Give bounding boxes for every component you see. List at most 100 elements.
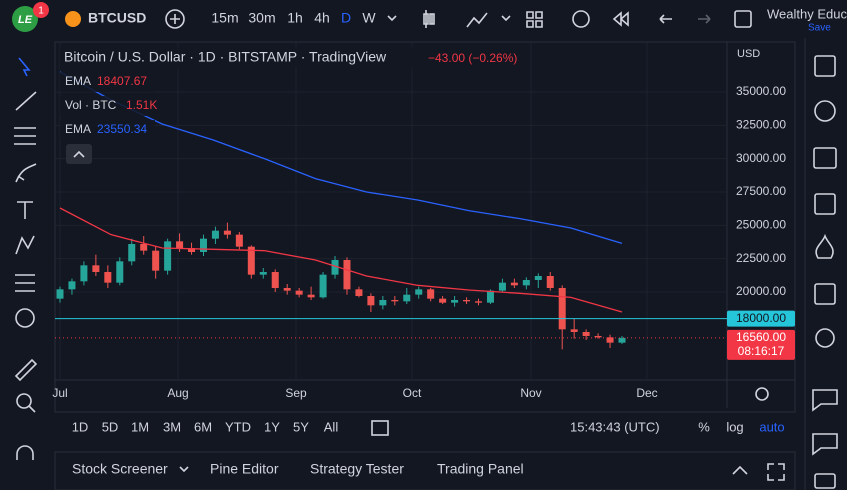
layout-toggle[interactable]	[734, 10, 752, 28]
legend-value: 23550.34	[97, 122, 147, 136]
watchlist[interactable]	[814, 55, 836, 77]
interval[interactable]: 4h	[314, 10, 330, 26]
range-button[interactable]: 3M	[163, 419, 181, 434]
interval[interactable]: D	[341, 10, 351, 26]
range-button[interactable]: 1D	[72, 419, 89, 434]
countdown: 08:16:17	[738, 344, 785, 358]
legend-bg	[60, 96, 155, 116]
interval[interactable]: W	[362, 10, 376, 26]
zoom-handle	[28, 405, 36, 413]
panel-tab[interactable]: Stock Screener	[72, 461, 168, 477]
legend-name: EMA	[65, 74, 91, 88]
undo[interactable]	[659, 14, 672, 24]
ideas[interactable]	[815, 328, 835, 348]
redo[interactable]	[698, 14, 711, 24]
candle-body	[271, 272, 279, 288]
scale-option[interactable]: auto	[759, 419, 784, 434]
range-button[interactable]: YTD	[225, 419, 251, 434]
calendar[interactable]	[814, 283, 836, 305]
alert[interactable]	[572, 10, 590, 28]
save-label[interactable]: Save	[808, 23, 831, 34]
legend-name: EMA	[65, 122, 91, 136]
y-tick-label: 20000.00	[736, 284, 786, 298]
x-tick-label: Nov	[520, 386, 541, 400]
layouts[interactable]	[526, 11, 543, 28]
magnet-tool[interactable]	[16, 445, 34, 460]
candle-body	[379, 300, 387, 306]
candle-body	[355, 289, 363, 296]
price-label-bg	[727, 329, 795, 360]
news[interactable]	[813, 147, 837, 169]
y-tick-label: 25000.00	[736, 218, 786, 232]
forecast-tool[interactable]	[15, 274, 35, 292]
panel-maximize[interactable]	[767, 463, 785, 481]
candle-body	[415, 289, 423, 295]
scale-option[interactable]: %	[698, 419, 710, 434]
range-button[interactable]: All	[324, 419, 339, 434]
account-name[interactable]: Wealthy Educ	[767, 6, 847, 21]
bottom-panel	[54, 451, 796, 490]
candle-body	[427, 289, 435, 299]
range-button[interactable]: 5D	[102, 419, 119, 434]
range-button[interactable]: 1Y	[264, 419, 280, 434]
currency[interactable]: USD	[737, 48, 760, 60]
clock[interactable]: 15:43:43 (UTC)	[570, 419, 660, 434]
symbol[interactable]: BTCUSD	[88, 10, 146, 26]
interval[interactable]: 1h	[287, 10, 303, 26]
indicators[interactable]	[466, 12, 488, 28]
replay[interactable]	[612, 11, 629, 27]
goto-date[interactable]	[371, 420, 389, 436]
candle-body	[235, 234, 243, 247]
btc-icon	[65, 11, 81, 27]
range-button[interactable]: 1M	[131, 419, 149, 434]
panel-tab[interactable]: Pine Editor	[210, 461, 279, 477]
cursor-tool[interactable]	[18, 57, 31, 77]
settings[interactable]	[755, 387, 769, 401]
candle-body	[367, 296, 375, 306]
pattern-tool[interactable]	[15, 235, 35, 255]
measure-tool[interactable]	[14, 358, 38, 382]
candle-body	[140, 244, 148, 251]
panel-collapse[interactable]	[732, 465, 748, 475]
streams[interactable]	[812, 433, 838, 456]
scale-option[interactable]: log	[726, 419, 743, 434]
indicators-dropdown[interactable]	[501, 15, 511, 22]
interval-dropdown[interactable]	[387, 15, 397, 22]
text-tool[interactable]	[17, 201, 33, 219]
screener-dropdown[interactable]	[179, 466, 189, 473]
line-tool[interactable]	[15, 91, 37, 111]
y-tick-label: 30000.00	[736, 151, 786, 165]
candle-body	[223, 230, 231, 235]
emoji-tool[interactable]	[15, 308, 35, 328]
panel-tab[interactable]: Strategy Tester	[310, 461, 404, 477]
x-tick-label: Sep	[285, 386, 307, 400]
candle-body	[534, 276, 542, 280]
notifications[interactable]	[814, 473, 836, 489]
add-symbol[interactable]	[165, 9, 185, 29]
hotlists[interactable]	[815, 233, 834, 259]
y-tick-label: 27500.00	[736, 184, 786, 198]
chart-type[interactable]	[423, 10, 435, 28]
range-button[interactable]: 5Y	[293, 419, 309, 434]
plot-area	[55, 42, 727, 380]
candle-body	[546, 276, 554, 288]
alerts[interactable]	[814, 100, 836, 122]
collapse-caret	[73, 150, 85, 158]
logo[interactable]	[12, 6, 38, 32]
brush-tool[interactable]	[15, 163, 37, 183]
candle-body	[68, 281, 76, 290]
interval[interactable]: 30m	[248, 10, 275, 26]
panel-tab[interactable]: Trading Panel	[437, 461, 524, 477]
chat[interactable]	[812, 389, 838, 412]
fib-tool[interactable]	[14, 127, 36, 145]
candle-body	[211, 230, 219, 239]
interval[interactable]: 15m	[211, 10, 238, 26]
range-button[interactable]: 6M	[194, 419, 212, 434]
chart-pane[interactable]	[54, 41, 796, 413]
collapse-legend[interactable]	[66, 144, 92, 164]
zoom-tool[interactable]	[16, 393, 32, 409]
data-window[interactable]	[814, 193, 836, 215]
candle-body	[259, 272, 267, 275]
candle-body	[522, 280, 530, 286]
